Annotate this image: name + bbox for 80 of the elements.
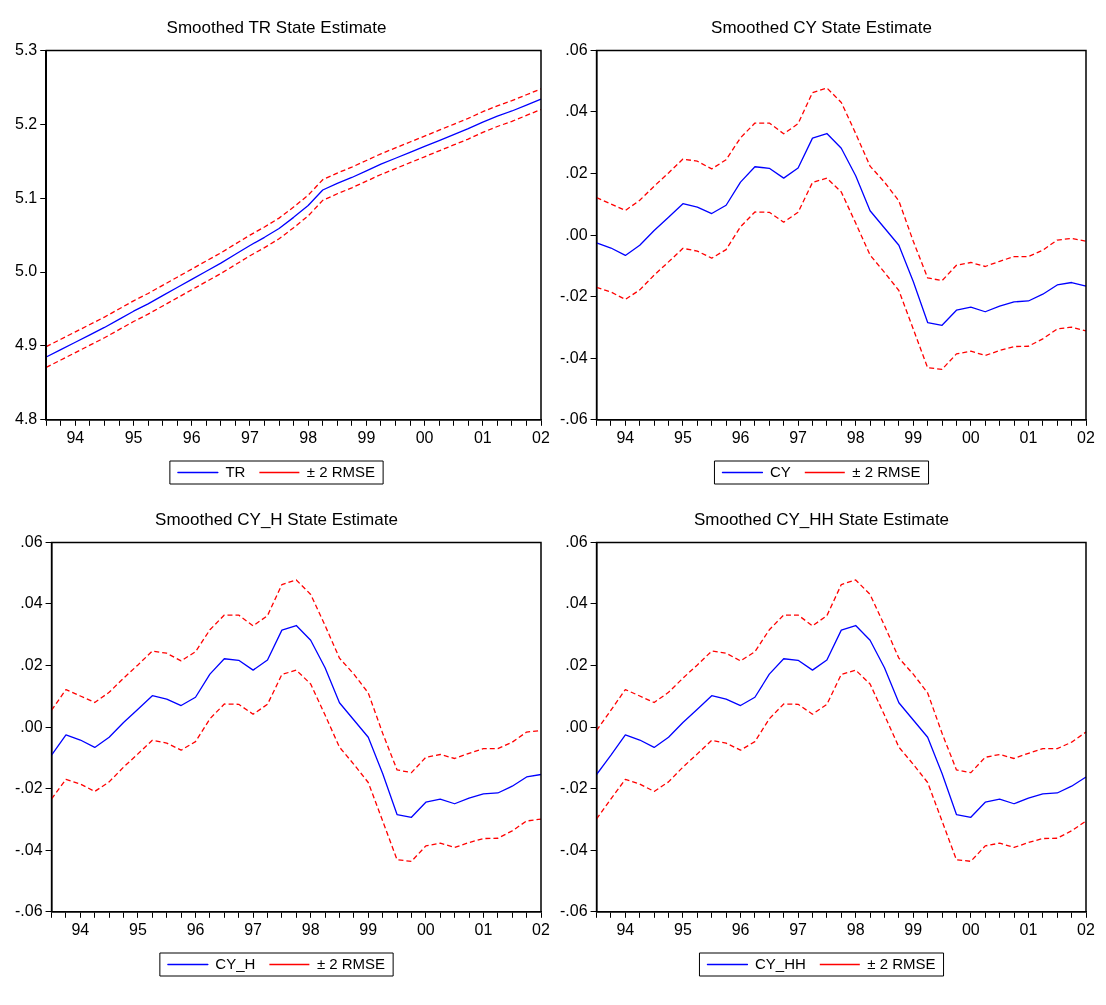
y-tick-label: .06 bbox=[565, 40, 588, 58]
y-tick-label: -.02 bbox=[559, 779, 588, 797]
y-tick-label: -.06 bbox=[559, 410, 588, 428]
x-tick-label: 94 bbox=[616, 428, 635, 446]
x-tick-label: 00 bbox=[961, 920, 980, 938]
x-tick-label: 00 bbox=[961, 428, 980, 446]
line-series bbox=[595, 579, 1087, 774]
y-tick-label: -.02 bbox=[14, 779, 43, 797]
y-tick-label: .06 bbox=[20, 532, 43, 550]
y-tick-label: .02 bbox=[565, 163, 588, 181]
x-tick-label: 01 bbox=[473, 428, 492, 446]
y-tick-label: -.06 bbox=[559, 902, 588, 920]
legend-label: ± 2 RMSE bbox=[852, 462, 921, 480]
y-tick-label: 5.1 bbox=[14, 188, 38, 206]
x-tick-label: 02 bbox=[532, 428, 550, 446]
x-tick-label: 96 bbox=[182, 428, 201, 446]
x-tick-label: 02 bbox=[1077, 920, 1095, 938]
y-tick-label: -.04 bbox=[559, 348, 588, 366]
y-tick-label: -.06 bbox=[14, 902, 43, 920]
x-tick-label: 96 bbox=[731, 920, 750, 938]
x-tick-label: 97 bbox=[241, 428, 259, 446]
x-tick-label: 99 bbox=[904, 428, 923, 446]
x-tick-label: 97 bbox=[244, 920, 263, 938]
chart-title: Smoothed CY_HH State Estimate bbox=[693, 509, 950, 529]
y-tick-label: .00 bbox=[565, 717, 588, 735]
y-tick-label: 4.9 bbox=[14, 336, 38, 354]
legend-label: CY bbox=[769, 462, 791, 480]
y-tick-label: 5.0 bbox=[14, 262, 38, 280]
y-tick-label: 5.3 bbox=[14, 40, 38, 58]
x-tick-label: 00 bbox=[416, 920, 435, 938]
x-tick-label: 02 bbox=[532, 920, 550, 938]
x-tick-label: 98 bbox=[846, 920, 865, 938]
y-tick-label: .00 bbox=[565, 225, 588, 243]
line-series bbox=[50, 669, 542, 862]
x-tick-label: 94 bbox=[616, 920, 635, 938]
y-tick-label: -.04 bbox=[559, 840, 588, 858]
x-tick-label: 99 bbox=[357, 428, 376, 446]
x-tick-label: 97 bbox=[789, 428, 808, 446]
x-tick-label: 99 bbox=[904, 920, 923, 938]
x-tick-label: 99 bbox=[359, 920, 378, 938]
y-tick-label: -.04 bbox=[14, 840, 43, 858]
y-tick-label: 4.8 bbox=[14, 410, 38, 428]
x-tick-label: 94 bbox=[66, 428, 85, 446]
x-tick-label: 97 bbox=[789, 920, 808, 938]
line-series bbox=[595, 177, 1087, 370]
y-tick-label: .04 bbox=[565, 102, 588, 120]
x-tick-label: 98 bbox=[846, 428, 865, 446]
line-series bbox=[595, 669, 1087, 862]
y-tick-label: .04 bbox=[20, 594, 43, 612]
chart-title: Smoothed TR State Estimate bbox=[166, 17, 387, 37]
legend-label: TR bbox=[225, 462, 246, 480]
line-series bbox=[595, 87, 1087, 282]
y-tick-label: .04 bbox=[565, 594, 588, 612]
chart-title: Smoothed CY_H State Estimate bbox=[155, 509, 398, 529]
legend-label: CY_H bbox=[215, 954, 256, 972]
legend-label: CY_HH bbox=[754, 954, 806, 972]
chart-title: Smoothed CY State Estimate bbox=[711, 17, 932, 37]
y-tick-label: .02 bbox=[20, 655, 43, 673]
x-tick-label: 01 bbox=[1019, 920, 1038, 938]
x-tick-label: 01 bbox=[1019, 428, 1038, 446]
x-tick-label: 96 bbox=[186, 920, 205, 938]
y-tick-label: .02 bbox=[565, 655, 588, 673]
x-tick-label: 96 bbox=[731, 428, 750, 446]
y-tick-label: -.02 bbox=[559, 287, 588, 305]
x-tick-label: 98 bbox=[301, 920, 320, 938]
y-tick-label: .00 bbox=[20, 717, 43, 735]
y-tick-label: 5.2 bbox=[14, 114, 38, 132]
legend-label: ± 2 RMSE bbox=[306, 462, 376, 480]
x-tick-label: 00 bbox=[415, 428, 434, 446]
y-tick-label: .06 bbox=[565, 532, 588, 550]
x-tick-label: 98 bbox=[299, 428, 318, 446]
x-tick-label: 94 bbox=[71, 920, 90, 938]
legend-label: ± 2 RMSE bbox=[867, 954, 936, 972]
legend-label: ± 2 RMSE bbox=[316, 954, 386, 972]
x-tick-label: 02 bbox=[1077, 428, 1095, 446]
x-tick-label: 01 bbox=[474, 920, 493, 938]
x-tick-label: 95 bbox=[674, 920, 692, 938]
x-tick-label: 95 bbox=[129, 920, 147, 938]
x-tick-label: 95 bbox=[674, 428, 692, 446]
x-tick-label: 95 bbox=[124, 428, 143, 446]
